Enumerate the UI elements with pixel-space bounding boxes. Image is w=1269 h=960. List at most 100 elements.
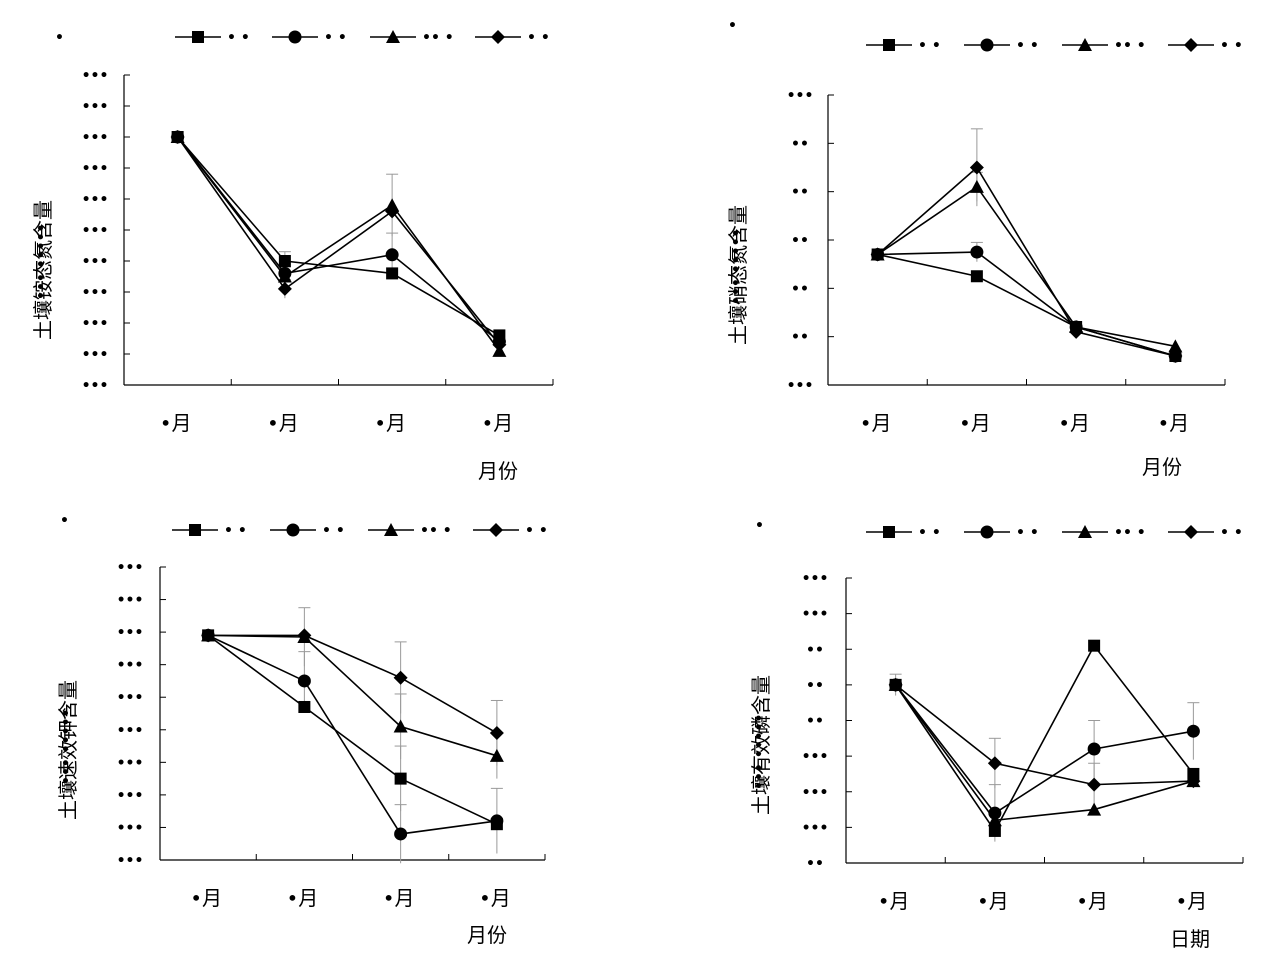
data-point-diamond bbox=[969, 160, 984, 175]
legend-label: • • bbox=[224, 523, 247, 539]
series-square bbox=[202, 629, 503, 831]
legend-entry-square: • • bbox=[866, 38, 941, 54]
y-tick-label: ••• bbox=[117, 690, 144, 706]
data-point-circle bbox=[297, 674, 311, 688]
y-tick-label: ••• bbox=[802, 820, 829, 836]
y-tick-label: ••• bbox=[82, 254, 109, 270]
legend-label: • • bbox=[324, 30, 347, 46]
x-axis-label: 月份 bbox=[478, 459, 518, 483]
y-tick-label: •• bbox=[791, 136, 809, 152]
series-line-diamond bbox=[208, 634, 498, 734]
y-tick-label: ••• bbox=[82, 68, 109, 84]
legend-entry-circle: • • bbox=[270, 523, 345, 539]
x-tick-label: •月 bbox=[878, 889, 910, 913]
panel-corner-label: • bbox=[55, 30, 64, 46]
legend-label: • • bbox=[1016, 525, 1039, 541]
data-point-circle bbox=[1186, 724, 1200, 738]
y-tick-label: ••• bbox=[82, 161, 109, 177]
legend-square-marker bbox=[883, 526, 895, 538]
y-tick-label: ••• bbox=[82, 99, 109, 115]
data-point-diamond bbox=[277, 281, 292, 296]
chart-panel-top-left: ••• ••• ••• ••• ••• ••• ••• ••• ••• ••• ••• •月 •月 •月 •… bbox=[31, 30, 554, 483]
data-point-triangle bbox=[489, 748, 504, 762]
legend-square-marker bbox=[192, 31, 204, 43]
legend-diamond-marker bbox=[1184, 525, 1198, 539]
y-tick-label: •• bbox=[791, 233, 809, 249]
legend-triangle-marker bbox=[386, 30, 400, 43]
data-point-triangle bbox=[1087, 802, 1102, 816]
chart-panel-bottom-left: ••• ••• ••• ••• ••• ••• ••• ••• ••• ••• •月 •月 •月 •月月份… bbox=[56, 513, 548, 947]
panel-corner-label: • bbox=[728, 18, 737, 34]
legend-entry-triangle: •• • bbox=[1062, 525, 1146, 541]
x-tick-label: •月 bbox=[959, 411, 991, 435]
x-tick-label: •月 bbox=[860, 411, 892, 435]
series-line-square bbox=[177, 136, 500, 337]
data-point-circle bbox=[970, 245, 984, 259]
legend-entry-triangle: •• • bbox=[370, 30, 454, 46]
legend-triangle-marker bbox=[1078, 525, 1092, 538]
data-point-triangle bbox=[969, 179, 984, 193]
data-point-diamond bbox=[492, 337, 507, 352]
data-point-square bbox=[298, 700, 311, 713]
data-point-triangle bbox=[277, 269, 292, 283]
x-tick-label: •月 bbox=[383, 886, 415, 910]
legend-entry-triangle: •• • bbox=[368, 523, 452, 539]
data-point-circle bbox=[490, 814, 504, 828]
x-axis-label: 月份 bbox=[467, 923, 507, 947]
series-triangle bbox=[870, 179, 1183, 353]
x-tick-label: •月 bbox=[267, 411, 299, 435]
y-tick-label: ••• bbox=[802, 607, 829, 623]
legend-diamond-marker bbox=[491, 30, 505, 44]
y-tick-label: •• bbox=[806, 856, 824, 872]
legend-label: • • bbox=[227, 30, 250, 46]
y-axis-unit: ••• ••••• bbox=[729, 229, 745, 305]
series-diamond bbox=[201, 628, 504, 741]
data-point-triangle bbox=[1168, 339, 1183, 353]
series-triangle bbox=[170, 130, 507, 357]
legend-circle-marker bbox=[980, 525, 994, 539]
data-point-diamond bbox=[201, 628, 216, 643]
legend-label: • • bbox=[918, 38, 941, 54]
data-point-square bbox=[386, 267, 399, 280]
x-tick-label: •月 bbox=[1076, 889, 1108, 913]
series-circle bbox=[201, 628, 504, 841]
y-tick-label: ••• bbox=[802, 749, 829, 765]
legend-entry-triangle: •• • bbox=[1062, 38, 1146, 54]
legend-entry-square: • • bbox=[866, 525, 941, 541]
data-point-circle bbox=[394, 827, 408, 841]
y-tick-label: •• bbox=[791, 330, 809, 346]
series-line-diamond bbox=[877, 166, 1176, 357]
y-tick-label: ••• bbox=[117, 560, 144, 576]
data-point-square bbox=[970, 270, 983, 283]
y-tick-label: ••• bbox=[117, 853, 144, 869]
legend-label: •• • bbox=[420, 523, 452, 539]
data-point-triangle bbox=[987, 813, 1002, 827]
data-point-square bbox=[278, 255, 291, 267]
data-point-circle bbox=[385, 248, 399, 262]
y-tick-label: ••• bbox=[117, 788, 144, 804]
legend-label: • • bbox=[525, 523, 548, 539]
series-line-triangle bbox=[208, 634, 498, 757]
data-point-circle bbox=[1087, 742, 1101, 756]
series-circle bbox=[889, 678, 1200, 820]
x-tick-label: •月 bbox=[190, 886, 222, 910]
legend-diamond-marker bbox=[1184, 38, 1198, 52]
series-line-circle bbox=[894, 684, 1194, 815]
series-line-circle bbox=[877, 251, 1176, 357]
x-axis-label: 日期 bbox=[1170, 927, 1210, 951]
y-tick-label: ••• bbox=[117, 755, 144, 771]
legend-label: • • bbox=[1220, 38, 1243, 54]
data-point-diamond bbox=[888, 677, 903, 692]
legend-triangle-marker bbox=[1078, 38, 1092, 51]
legend-label: • • bbox=[1016, 38, 1039, 54]
y-tick-label: ••• bbox=[117, 625, 144, 641]
legend-square-marker bbox=[189, 524, 201, 536]
series-line-triangle bbox=[877, 185, 1176, 348]
data-point-diamond bbox=[297, 628, 312, 643]
legend-entry-square: • • bbox=[172, 523, 247, 539]
legend-circle-marker bbox=[286, 523, 300, 537]
series-line-circle bbox=[207, 634, 497, 835]
legend-entry-square: • • bbox=[175, 30, 250, 46]
y-tick-label: ••• bbox=[82, 223, 109, 239]
